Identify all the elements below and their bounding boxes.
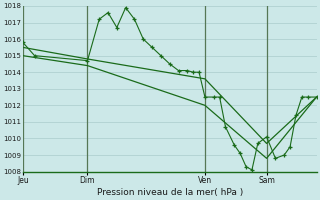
X-axis label: Pression niveau de la mer( hPa ): Pression niveau de la mer( hPa ) <box>97 188 243 197</box>
